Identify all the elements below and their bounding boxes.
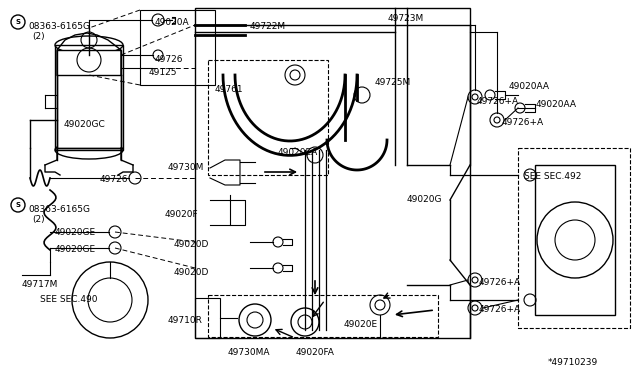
Text: 49020EA: 49020EA xyxy=(278,148,318,157)
Text: 49020AA: 49020AA xyxy=(536,100,577,109)
Text: 49020D: 49020D xyxy=(174,268,209,277)
Text: 49020GE: 49020GE xyxy=(55,245,96,254)
Text: 49723M: 49723M xyxy=(388,14,424,23)
Text: 49020FA: 49020FA xyxy=(296,348,335,357)
Text: 49726+A: 49726+A xyxy=(502,118,544,127)
Bar xyxy=(55,45,123,150)
Text: 49020F: 49020F xyxy=(165,210,198,219)
Text: 49125: 49125 xyxy=(149,68,177,77)
Bar xyxy=(535,165,615,315)
Bar xyxy=(140,10,215,85)
Text: 49726: 49726 xyxy=(155,55,184,64)
Text: (2): (2) xyxy=(32,215,45,224)
Text: 49020D: 49020D xyxy=(174,240,209,249)
Text: 49020A: 49020A xyxy=(155,18,189,27)
Circle shape xyxy=(537,202,613,278)
Circle shape xyxy=(291,308,319,336)
Text: 49726+A: 49726+A xyxy=(479,278,521,287)
Bar xyxy=(195,298,220,338)
Text: 49726+A: 49726+A xyxy=(479,305,521,314)
Text: 49020GE: 49020GE xyxy=(55,228,96,237)
Bar xyxy=(518,148,630,328)
Text: 49020GC: 49020GC xyxy=(64,120,106,129)
Text: 49726: 49726 xyxy=(100,175,129,184)
Text: 49725M: 49725M xyxy=(375,78,412,87)
Text: 08363-6165G: 08363-6165G xyxy=(28,22,90,31)
Circle shape xyxy=(555,220,595,260)
Circle shape xyxy=(239,304,271,336)
Text: 49020AA: 49020AA xyxy=(509,82,550,91)
Bar xyxy=(208,60,328,175)
Text: S: S xyxy=(15,19,20,25)
Text: 49761: 49761 xyxy=(215,85,244,94)
Text: 49717M: 49717M xyxy=(22,280,58,289)
Text: 49020E: 49020E xyxy=(344,320,378,329)
Text: S: S xyxy=(15,202,20,208)
Circle shape xyxy=(354,87,370,103)
Text: 49722M: 49722M xyxy=(250,22,286,31)
Circle shape xyxy=(285,65,305,85)
Text: SEE SEC.492: SEE SEC.492 xyxy=(524,172,581,181)
Text: 49730MA: 49730MA xyxy=(228,348,271,357)
Text: (2): (2) xyxy=(32,32,45,41)
Bar xyxy=(57,50,121,148)
Text: *49710239: *49710239 xyxy=(548,358,598,367)
Bar xyxy=(195,8,470,338)
Text: 49710R: 49710R xyxy=(168,316,203,325)
Text: SEE SEC.490: SEE SEC.490 xyxy=(40,295,97,304)
Text: 49726+A: 49726+A xyxy=(477,97,519,106)
Text: 49020G: 49020G xyxy=(407,195,442,204)
Text: 49730M: 49730M xyxy=(168,163,204,172)
Bar xyxy=(208,295,438,337)
Text: 08363-6165G: 08363-6165G xyxy=(28,205,90,214)
